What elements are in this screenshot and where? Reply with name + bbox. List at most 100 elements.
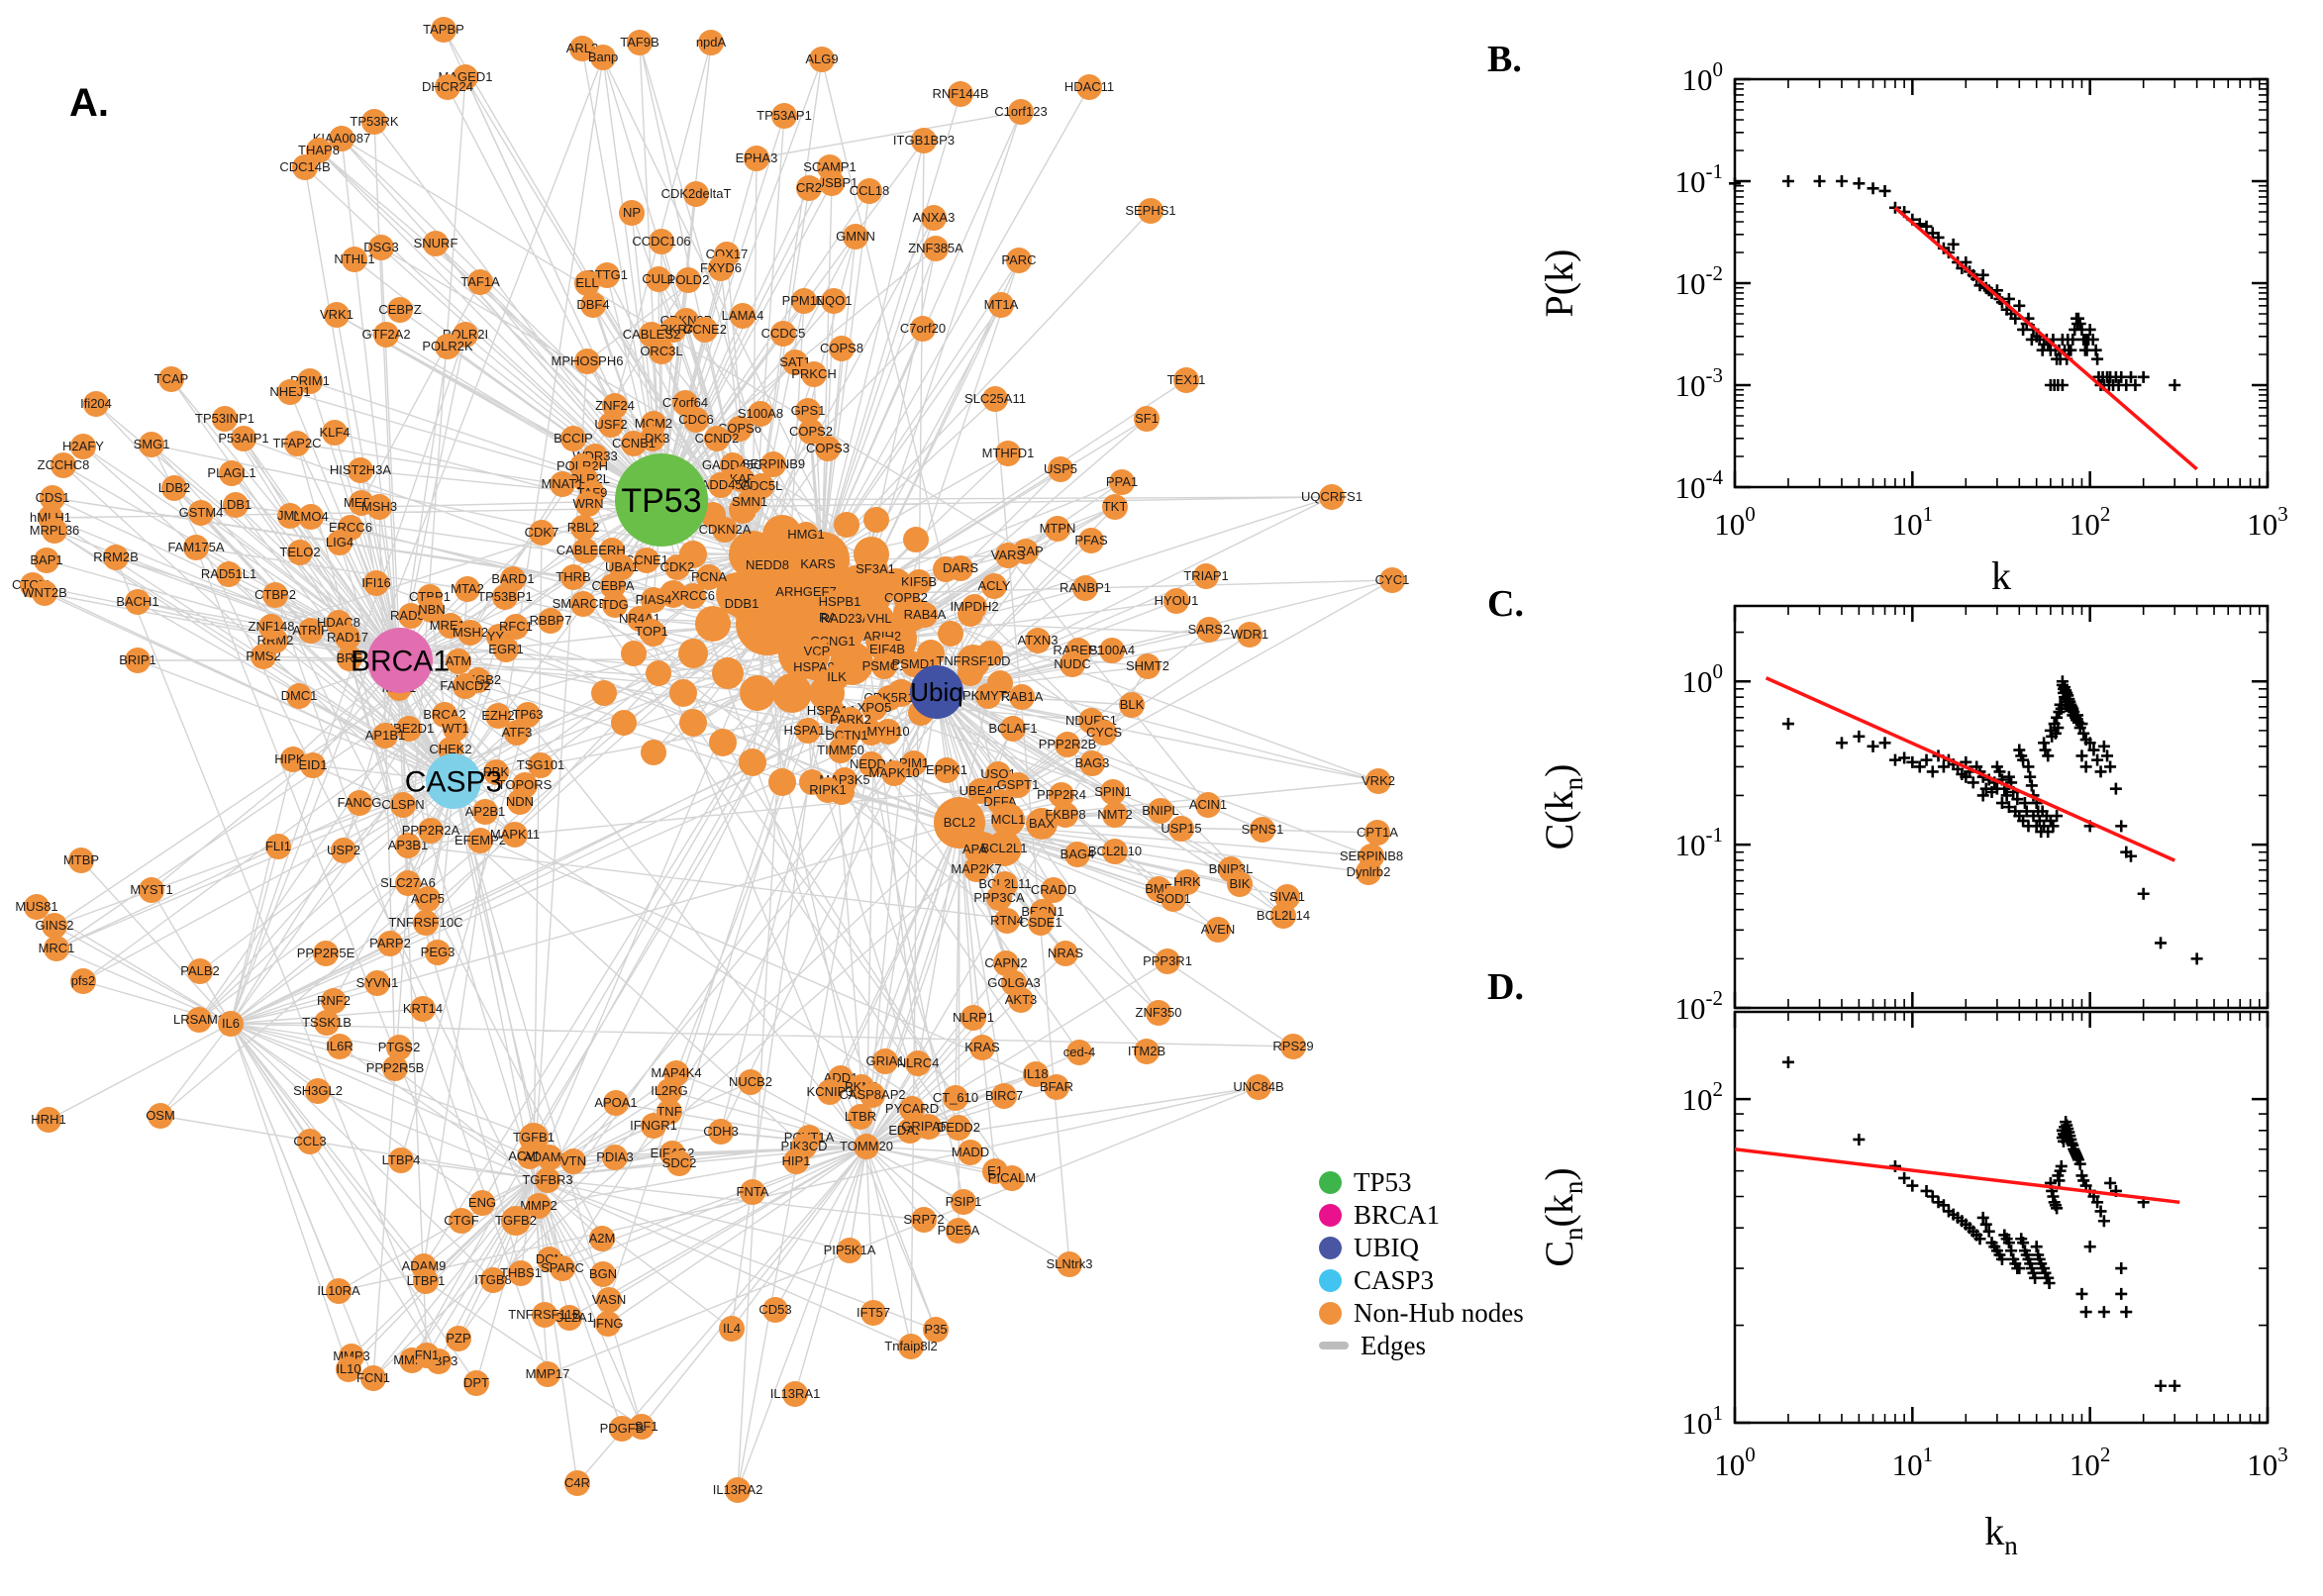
network-node[interactable] [560,564,586,590]
network-node[interactable] [809,47,835,72]
network-node[interactable] [815,777,841,803]
network-node[interactable] [967,778,993,804]
network-node[interactable] [595,1311,621,1337]
network-node[interactable] [762,515,802,554]
network-node[interactable] [231,426,256,451]
network-node[interactable] [975,683,1001,709]
network-node[interactable] [580,292,606,318]
network-node[interactable] [719,1316,745,1342]
network-node[interactable] [621,641,647,666]
network-node[interactable] [1041,877,1066,903]
network-node[interactable] [322,420,348,446]
network-node[interactable] [419,597,445,623]
network-node[interactable] [446,648,471,674]
network-node[interactable] [139,432,164,457]
network-node[interactable] [957,645,990,678]
network-node[interactable] [946,1115,971,1141]
network-node[interactable] [696,564,722,590]
network-node[interactable] [795,398,821,424]
network-node[interactable] [70,968,96,994]
network-node[interactable] [1356,859,1381,885]
network-node[interactable] [641,740,666,765]
network-node[interactable] [669,679,697,707]
network-node[interactable] [938,621,963,647]
network-node[interactable] [611,710,637,736]
network-node[interactable] [183,535,209,560]
network-node[interactable] [748,401,773,427]
network-node[interactable] [1119,692,1145,718]
network-node[interactable] [901,651,927,677]
network-node[interactable] [187,958,213,984]
network-node[interactable] [1045,516,1070,542]
network-node[interactable] [1100,779,1126,805]
network-node[interactable] [783,1148,809,1174]
network-node[interactable] [1009,684,1035,710]
network-node[interactable] [425,940,451,965]
network-node[interactable] [297,368,323,394]
network-node[interactable] [537,1145,562,1170]
network-node[interactable] [660,317,686,343]
network-node[interactable] [600,573,626,599]
network-node[interactable] [1195,792,1221,818]
network-node[interactable] [951,1189,976,1215]
network-node[interactable] [446,1326,471,1351]
network-node[interactable] [329,126,354,151]
network-node[interactable] [737,489,762,515]
network-node[interactable] [695,606,731,642]
network-node[interactable] [347,790,372,816]
network-node[interactable] [526,1193,552,1219]
network-node[interactable] [861,695,887,721]
network-node[interactable] [415,886,441,912]
network-node[interactable] [1053,802,1078,828]
network-node[interactable] [680,583,706,609]
network-node[interactable] [186,1007,212,1033]
network-node[interactable] [501,1206,531,1236]
network-node[interactable] [388,1147,414,1173]
network-node[interactable] [708,255,734,281]
network-node[interactable] [503,614,529,640]
network-node[interactable] [361,109,387,135]
network-node[interactable] [337,646,362,671]
network-node[interactable] [1135,653,1161,679]
network-node[interactable] [508,1260,534,1286]
network-node[interactable] [24,894,50,920]
network-node[interactable] [386,1035,412,1060]
network-node[interactable] [529,520,555,546]
network-node[interactable] [1023,1061,1049,1087]
network-node[interactable] [1008,987,1034,1013]
network-node[interactable] [575,491,601,517]
network-node[interactable] [326,1278,352,1304]
network-node[interactable] [372,723,398,748]
hub-node-brca1[interactable] [367,628,433,693]
legend-item-non-hub-nodes[interactable]: Non-Hub nodes [1319,1299,1524,1326]
network-node[interactable] [453,673,478,699]
network-node[interactable] [923,236,949,261]
network-node[interactable] [1055,732,1080,757]
network-node[interactable] [1146,1000,1171,1026]
network-node[interactable] [948,555,973,581]
network-node[interactable] [139,877,164,903]
network-node[interactable] [574,349,600,374]
network-node[interactable] [898,1334,924,1359]
network-node[interactable] [492,584,518,610]
network-node[interactable] [1319,484,1345,510]
network-node[interactable] [946,1218,971,1244]
network-node[interactable] [911,1207,937,1233]
network-node[interactable] [560,426,586,451]
network-node[interactable] [609,1416,635,1442]
network-node[interactable] [1365,768,1391,794]
network-node[interactable] [828,738,854,763]
network-node[interactable] [216,561,242,587]
network-node[interactable] [1196,617,1222,643]
network-node[interactable] [923,1317,949,1343]
network-node[interactable] [796,175,822,201]
network-node[interactable] [837,1238,862,1263]
network-node[interactable] [772,673,812,713]
network-node[interactable] [528,752,554,778]
network-node[interactable] [570,515,596,541]
network-node[interactable] [50,452,76,478]
network-node[interactable] [449,1208,474,1234]
network-node[interactable] [641,587,666,613]
network-node[interactable] [709,729,737,756]
network-node[interactable] [348,457,373,483]
